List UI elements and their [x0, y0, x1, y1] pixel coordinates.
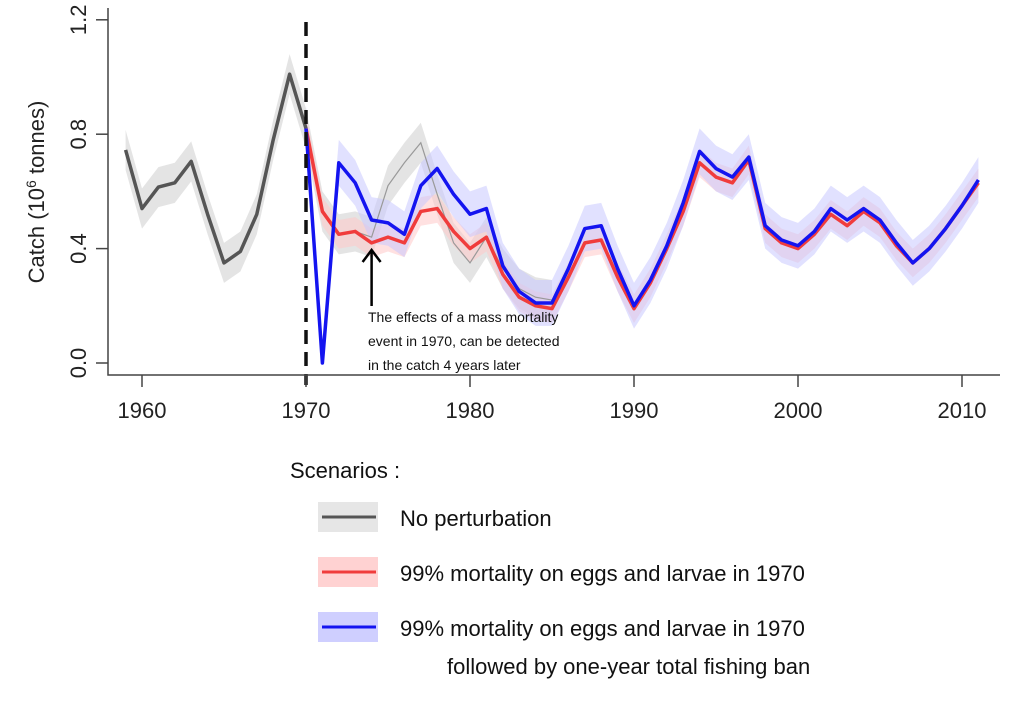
- y-tick-label: 1.2: [66, 5, 91, 36]
- y-axis-label-sup: 6: [23, 180, 39, 188]
- x-tick-label: 2010: [938, 398, 987, 423]
- line-series-0: [123, 72, 308, 265]
- y-axis-label-main: Catch (10: [24, 188, 49, 283]
- annotation: The effects of a mass mortality event in…: [361, 247, 559, 373]
- y-axis-label: Catch (106 tonnes): [23, 101, 49, 284]
- x-tick-label: 1970: [282, 398, 331, 423]
- legend-title: Scenarios :: [290, 458, 400, 483]
- legend-label-mortality-ban: 99% mortality on eggs and larvae in 1970: [400, 616, 805, 641]
- x-tick-label: 2000: [774, 398, 823, 423]
- legend: Scenarios : No perturbation 99% mortalit…: [290, 458, 810, 679]
- x-tick-label: 1960: [118, 398, 167, 423]
- band-series-0: [125, 54, 552, 321]
- annotation-line-2: event in 1970, can be detected: [368, 333, 559, 349]
- y-axis-label-end: tonnes): [24, 101, 49, 181]
- annotation-arrow-head: [361, 247, 382, 263]
- y-tick-label: 0.0: [66, 348, 91, 379]
- line-series-2: [304, 128, 980, 365]
- legend-label-mortality: 99% mortality on eggs and larvae in 1970: [400, 561, 805, 586]
- legend-label-mortality-ban-line2: followed by one-year total fishing ban: [447, 654, 810, 679]
- x-tick-label: 1980: [446, 398, 495, 423]
- plot-frame: [107, 8, 1000, 376]
- annotation-line-1: The effects of a mass mortality: [368, 309, 558, 325]
- x-axis: 1960 1970 1980 1990 2000 2010: [118, 375, 987, 423]
- x-tick-label: 1990: [610, 398, 659, 423]
- series-lines: [123, 72, 980, 365]
- legend-label-no-perturbation: No perturbation: [400, 506, 552, 531]
- y-tick-label: 0.8: [66, 119, 91, 150]
- band-series-2: [306, 105, 979, 363]
- y-axis: 0.0 0.4 0.8 1.2: [66, 5, 108, 379]
- annotation-line-3: in the catch 4 years later: [368, 357, 521, 373]
- y-tick-label: 0.4: [66, 233, 91, 264]
